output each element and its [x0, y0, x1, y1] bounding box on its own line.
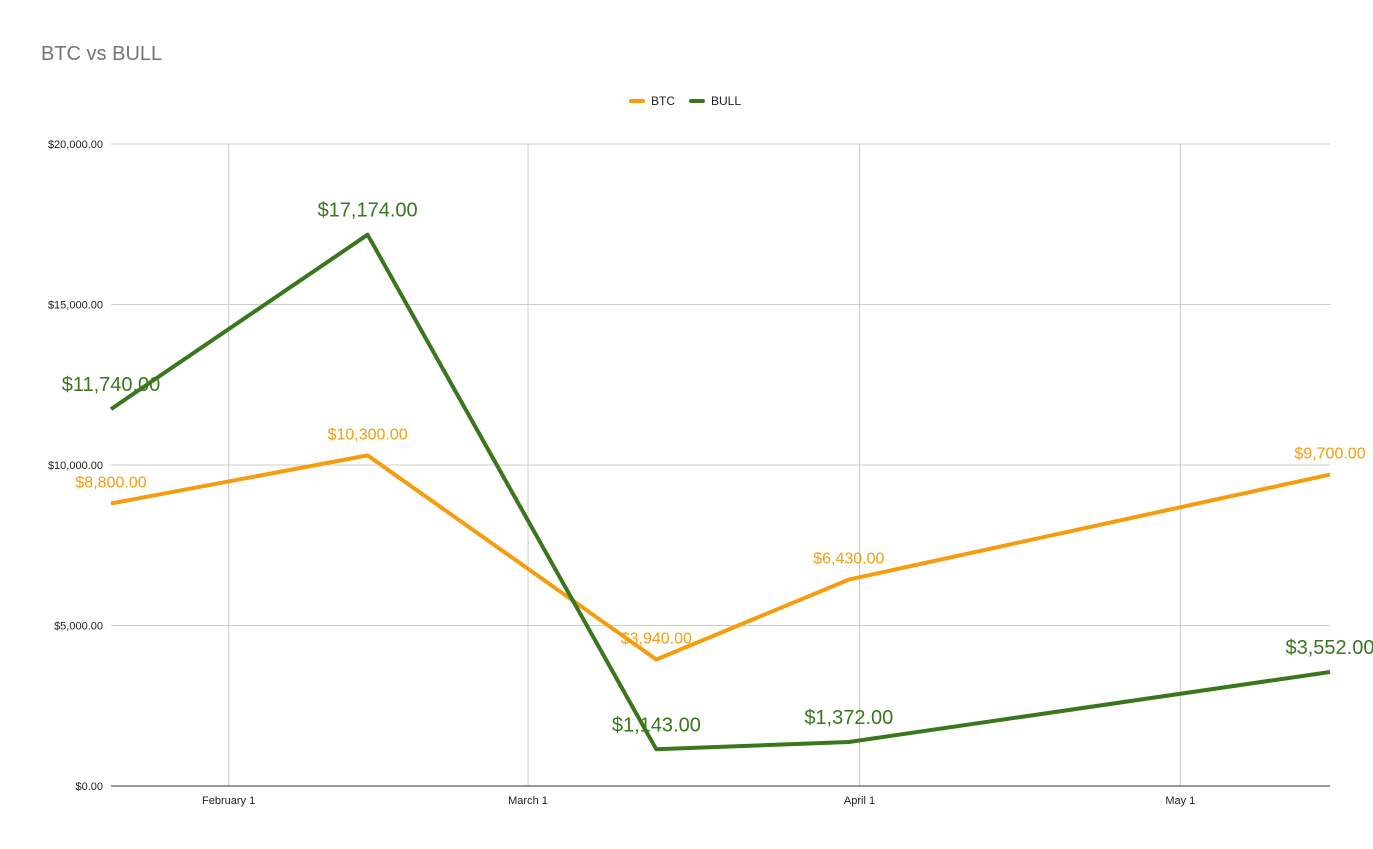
data-label-btc: $10,300.00 [328, 426, 408, 443]
series-line-btc [110, 453, 1331, 662]
x-tick-label: April 1 [844, 795, 875, 807]
y-tick-label: $0.00 [75, 781, 103, 793]
y-tick-label: $5,000.00 [54, 621, 103, 633]
data-label-btc: $6,430.00 [813, 551, 884, 568]
y-axis-ticks: $0.00 $5,000.00 $10,000.00 $15,000.00 $20,00… [48, 139, 103, 793]
x-tick-label: February 1 [202, 795, 255, 807]
y-tick-label: $10,000.00 [48, 460, 103, 472]
legend-label-bull: BULL [711, 94, 741, 108]
series-line-bull [109, 232, 1331, 752]
data-label-bull: $1,143.00 [612, 714, 701, 736]
gridlines [111, 143, 1330, 786]
x-axis-ticks: February 1 March 1 April 1 May 1 [202, 795, 1195, 807]
data-label-btc: $3,940.00 [621, 631, 692, 648]
data-label-bull: $17,174.00 [318, 200, 418, 222]
data-label-bull: $11,740.00 [62, 374, 161, 396]
data-label-btc: $8,800.00 [75, 475, 146, 492]
series-lines [109, 232, 1331, 752]
data-label-btc: $9,700.00 [1294, 446, 1365, 463]
legend: BTC BULL [629, 94, 741, 108]
x-tick-label: May 1 [1165, 795, 1195, 807]
data-labels: $8,800.00 $10,300.00 $3,940.00 $6,430.00 $9,… [62, 200, 1373, 737]
chart-title: BTC vs BULL [41, 43, 162, 65]
y-tick-label: $20,000.00 [48, 139, 103, 151]
data-label-bull: $3,552.00 [1286, 637, 1373, 659]
x-tick-label: March 1 [508, 795, 548, 807]
legend-label-btc: BTC [651, 94, 675, 108]
y-tick-label: $15,000.00 [48, 300, 103, 312]
data-label-bull: $1,372.00 [804, 707, 893, 729]
